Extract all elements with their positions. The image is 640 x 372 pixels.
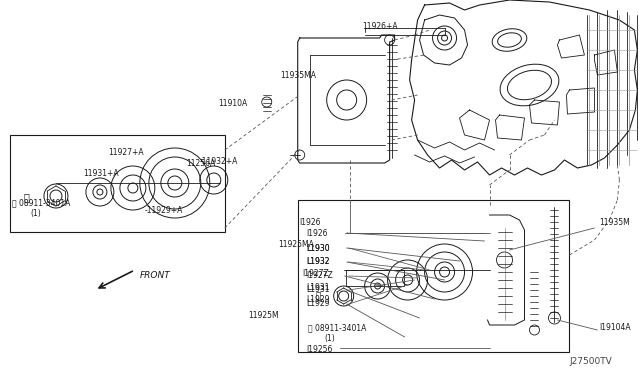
Bar (346, 270, 404, 286)
Bar (298, 200, 570, 352)
Text: 11926+A: 11926+A (363, 22, 398, 31)
Text: I1927Z: I1927Z (303, 269, 330, 279)
Text: 11925MA: 11925MA (278, 240, 314, 248)
Text: I1926: I1926 (307, 228, 328, 237)
Text: Ⓝ 08911-3401A: Ⓝ 08911-3401A (308, 324, 366, 333)
Text: 11935MA: 11935MA (280, 71, 316, 80)
Text: L1930: L1930 (307, 244, 330, 253)
Text: -11929+A: -11929+A (145, 205, 183, 215)
Text: Ⓝ: Ⓝ (315, 292, 321, 301)
Text: L1929: L1929 (307, 295, 330, 305)
Bar (10, 135, 225, 232)
Text: L1932: L1932 (307, 257, 330, 266)
Text: 11931+A: 11931+A (83, 169, 118, 177)
Text: 11927+A: 11927+A (108, 148, 143, 157)
Text: Ⓝ 08911-3401A: Ⓝ 08911-3401A (12, 199, 70, 208)
Text: I19256: I19256 (307, 346, 333, 355)
Text: I1927Z: I1927Z (307, 272, 333, 280)
Text: L1929: L1929 (307, 299, 330, 308)
Text: Ⓝ: Ⓝ (23, 192, 29, 202)
Text: (1): (1) (324, 334, 335, 343)
Text: L1932: L1932 (307, 257, 330, 266)
Text: L1931: L1931 (307, 282, 330, 292)
Text: 11925M: 11925M (248, 311, 279, 321)
Text: L1930: L1930 (307, 244, 330, 253)
Text: 11910A: 11910A (218, 99, 247, 108)
Text: I1926: I1926 (300, 218, 321, 227)
Text: FRONT: FRONT (140, 270, 171, 279)
Text: (1): (1) (30, 208, 41, 218)
Text: I19104A: I19104A (600, 324, 631, 333)
Text: 11935M: 11935M (600, 218, 630, 227)
Text: -11932+A: -11932+A (200, 157, 238, 166)
Text: 11256A: 11256A (186, 158, 215, 167)
Text: J27500TV: J27500TV (570, 357, 612, 366)
Text: L1931: L1931 (307, 285, 330, 295)
